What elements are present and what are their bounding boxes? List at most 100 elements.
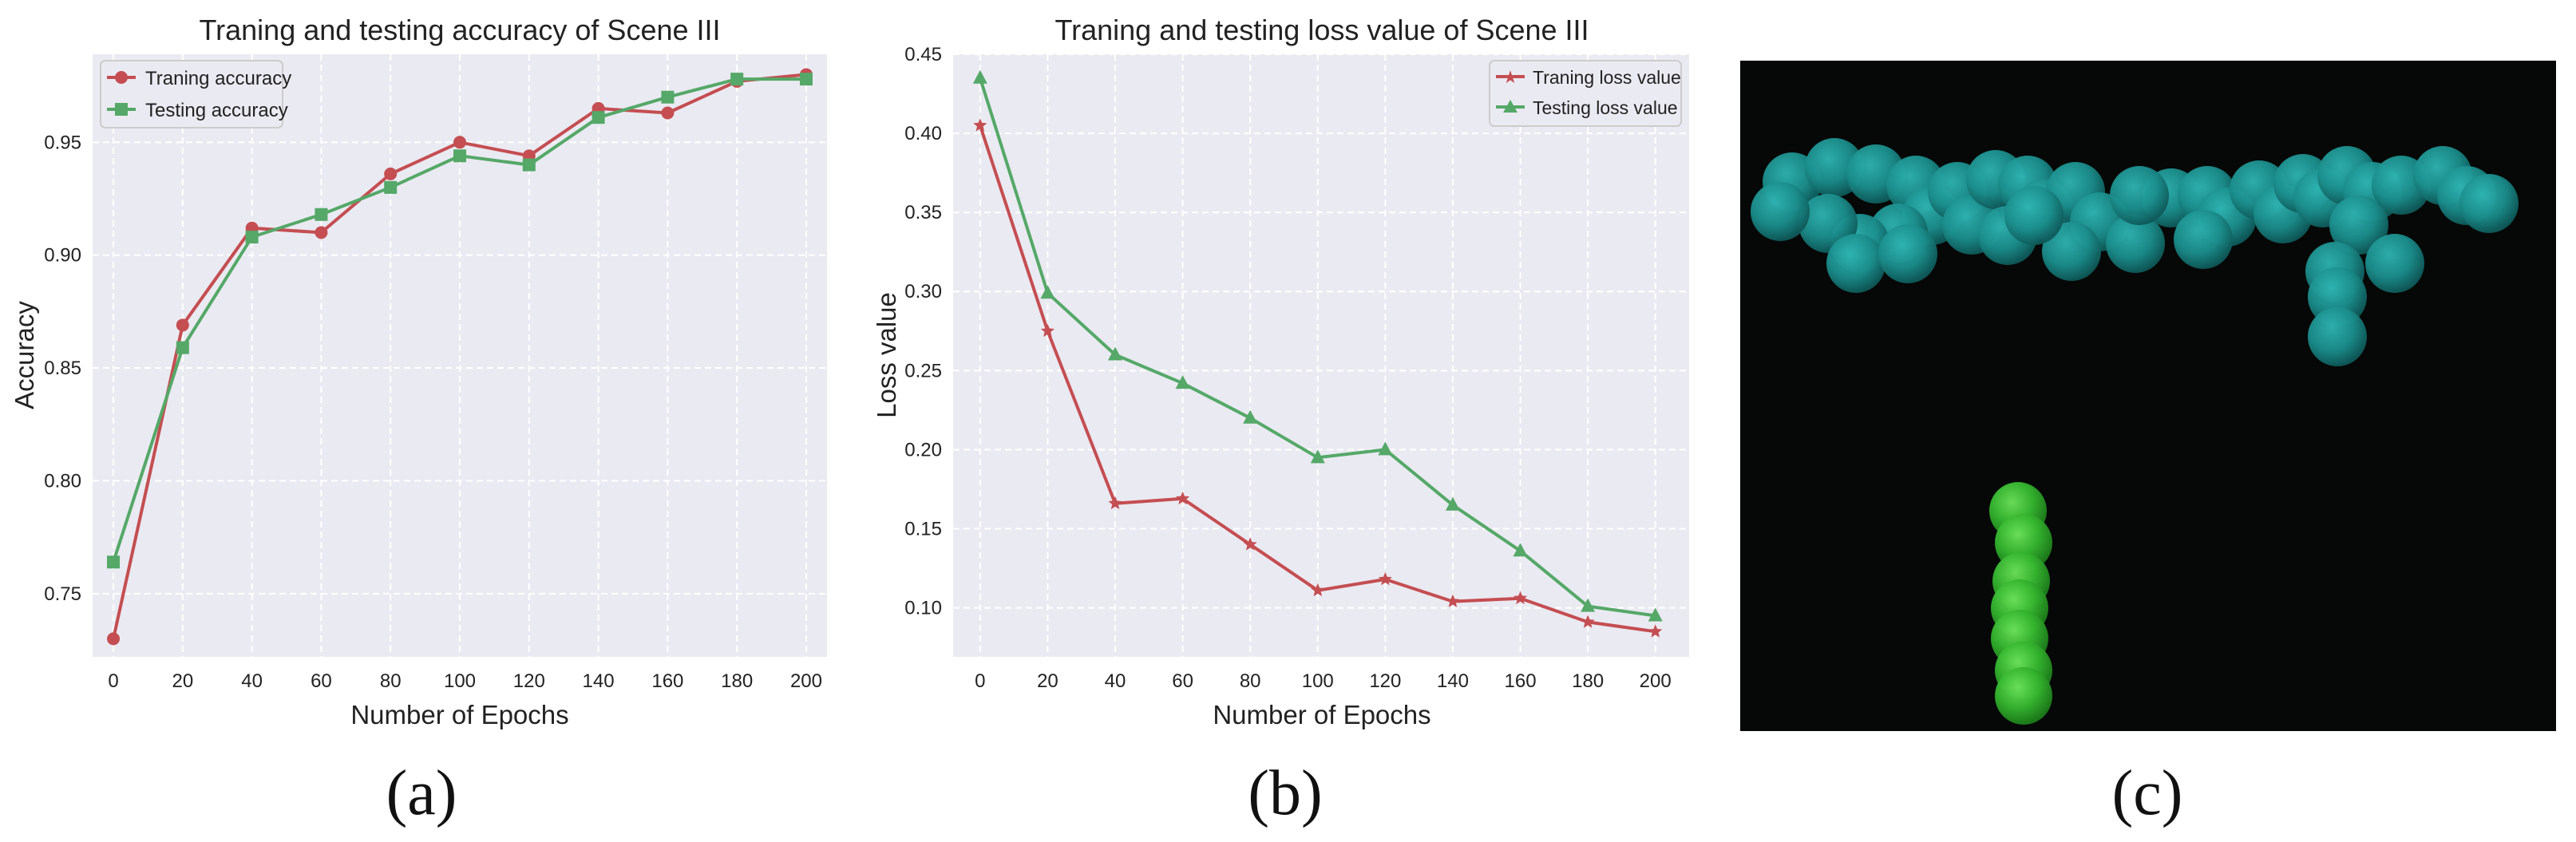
data-point-traning-accuracy — [176, 318, 189, 332]
y-tick-label: 0.95 — [44, 132, 81, 153]
x-tick-label: 60 — [1172, 670, 1193, 692]
data-point-traning-loss-value — [1176, 491, 1190, 505]
y-tick-label: 0.80 — [44, 470, 81, 492]
x-tick-label: 140 — [583, 670, 615, 692]
x-tick-label: 160 — [651, 670, 683, 692]
data-point-testing-loss-value — [1445, 496, 1460, 511]
y-axis-label-a: Accuracy — [10, 301, 39, 409]
y-tick-label: 0.15 — [904, 518, 942, 540]
y-axis-label-b: Loss value — [872, 292, 901, 418]
loss-chart: 0 20 40 60 80 100 120 140 160 180 200 0.10 0.15 0.20… — [872, 14, 1689, 828]
x-tick-labels-b: 0 20 40 60 80 100 120 140 160 180 200 — [975, 670, 1672, 692]
data-point-traning-loss-value — [973, 118, 987, 132]
legend-marker-testing-accuracy — [115, 103, 128, 116]
y-tick-labels-b: 0.10 0.15 0.20 0.25 0.30 0.35 0.40 0.45 — [904, 44, 942, 619]
simulation-image: (c) — [1740, 61, 2556, 828]
x-tick-label: 180 — [721, 670, 753, 692]
x-tick-label: 200 — [1640, 670, 1672, 692]
data-point-traning-loss-value — [1243, 537, 1257, 551]
data-point-testing-accuracy — [315, 208, 328, 221]
data-point-testing-accuracy — [176, 341, 189, 354]
legend-label-training-loss: Traning loss value — [1533, 67, 1681, 88]
series-marks-a — [107, 68, 813, 646]
panel-label-c: (c) — [2112, 758, 2183, 828]
x-tick-label: 40 — [1105, 670, 1126, 692]
y-tick-label: 0.45 — [904, 44, 942, 65]
y-tick-label: 0.90 — [44, 245, 81, 267]
teal-particle — [2110, 166, 2169, 225]
accuracy-chart: 0 20 40 60 80 100 120 140 160 180 200 0.75 0.80 0.85… — [10, 14, 827, 828]
data-point-traning-loss-value — [1581, 615, 1595, 628]
data-point-traning-accuracy — [661, 106, 675, 120]
chart-title-a: Traning and testing accuracy of Scene II… — [199, 14, 720, 46]
data-point-testing-loss-value — [1310, 449, 1325, 464]
data-point-traning-loss-value — [1378, 571, 1392, 586]
legend-label-testing-accuracy: Testing accuracy — [145, 100, 288, 121]
simulation-particles — [1751, 138, 2519, 725]
data-point-testing-accuracy — [245, 231, 259, 244]
data-point-testing-accuracy — [592, 111, 605, 125]
teal-particle — [2042, 222, 2101, 281]
teal-particle — [2004, 186, 2064, 245]
data-point-testing-loss-value — [1243, 409, 1258, 424]
x-tick-label: 0 — [975, 670, 985, 692]
teal-particle — [1878, 224, 1937, 283]
teal-particle — [1751, 182, 1810, 241]
data-point-testing-loss-value — [1108, 346, 1123, 361]
y-tick-label: 0.40 — [904, 123, 942, 144]
teal-particle — [2174, 210, 2233, 269]
legend-b: ★ Traning loss value Testing loss value — [1489, 60, 1682, 127]
x-tick-label: 100 — [444, 670, 476, 692]
data-point-traning-accuracy — [315, 226, 328, 239]
data-point-testing-loss-value — [1513, 543, 1528, 557]
data-point-testing-loss-value — [1175, 375, 1190, 389]
x-tick-label: 100 — [1302, 670, 1334, 692]
x-tick-label: 80 — [380, 670, 402, 692]
x-tick-labels-a: 0 20 40 60 80 100 120 140 160 180 200 — [108, 670, 822, 692]
x-tick-label: 120 — [513, 670, 545, 692]
data-point-testing-accuracy — [107, 555, 121, 569]
legend-label-training-accuracy: Traning accuracy — [145, 68, 291, 89]
x-tick-label: 80 — [1240, 670, 1261, 692]
data-point-traning-loss-value — [1040, 323, 1055, 338]
x-tick-label: 40 — [241, 670, 263, 692]
y-tick-label: 0.30 — [904, 281, 942, 302]
y-tick-label: 0.75 — [44, 583, 81, 605]
teal-particle — [2308, 307, 2367, 366]
teal-particle — [2106, 214, 2165, 273]
x-tick-label: 160 — [1505, 670, 1537, 692]
data-point-testing-accuracy — [453, 149, 466, 163]
panel-label-b: (b) — [1248, 758, 1322, 828]
x-tick-label: 120 — [1369, 670, 1401, 692]
data-point-traning-accuracy — [384, 167, 398, 180]
chart-title-b: Traning and testing loss value of Scene … — [1055, 14, 1589, 46]
data-point-traning-loss-value — [1648, 624, 1663, 638]
y-tick-label: 0.10 — [904, 598, 942, 619]
data-point-testing-accuracy — [799, 73, 813, 86]
x-tick-label: 20 — [1037, 670, 1058, 692]
teal-particle — [1826, 234, 1886, 293]
legend-marker-training-accuracy — [115, 71, 128, 84]
teal-particle — [2329, 196, 2388, 255]
data-point-traning-loss-value — [1514, 591, 1528, 604]
x-tick-label: 200 — [790, 670, 822, 692]
legend-box-b — [1489, 60, 1682, 127]
data-point-testing-loss-value — [1040, 285, 1055, 299]
legend-label-testing-loss: Testing loss value — [1533, 97, 1678, 118]
teal-particle — [2459, 174, 2519, 233]
x-tick-label: 140 — [1437, 670, 1469, 692]
green-particle — [1995, 667, 2052, 725]
x-tick-label: 20 — [172, 670, 193, 692]
data-point-traning-loss-value — [1446, 594, 1460, 607]
grid-b — [953, 53, 1689, 657]
data-point-traning-loss-value — [1108, 496, 1122, 510]
data-point-testing-accuracy — [522, 158, 536, 172]
data-point-testing-accuracy — [384, 180, 398, 194]
y-tick-label: 0.20 — [904, 439, 942, 461]
data-point-testing-loss-value — [1581, 598, 1596, 612]
legend-a: Traning accuracy Testing accuracy — [100, 60, 291, 128]
data-point-testing-loss-value — [1648, 607, 1663, 622]
legend-box-a — [100, 60, 283, 128]
data-point-traning-accuracy — [107, 632, 121, 646]
